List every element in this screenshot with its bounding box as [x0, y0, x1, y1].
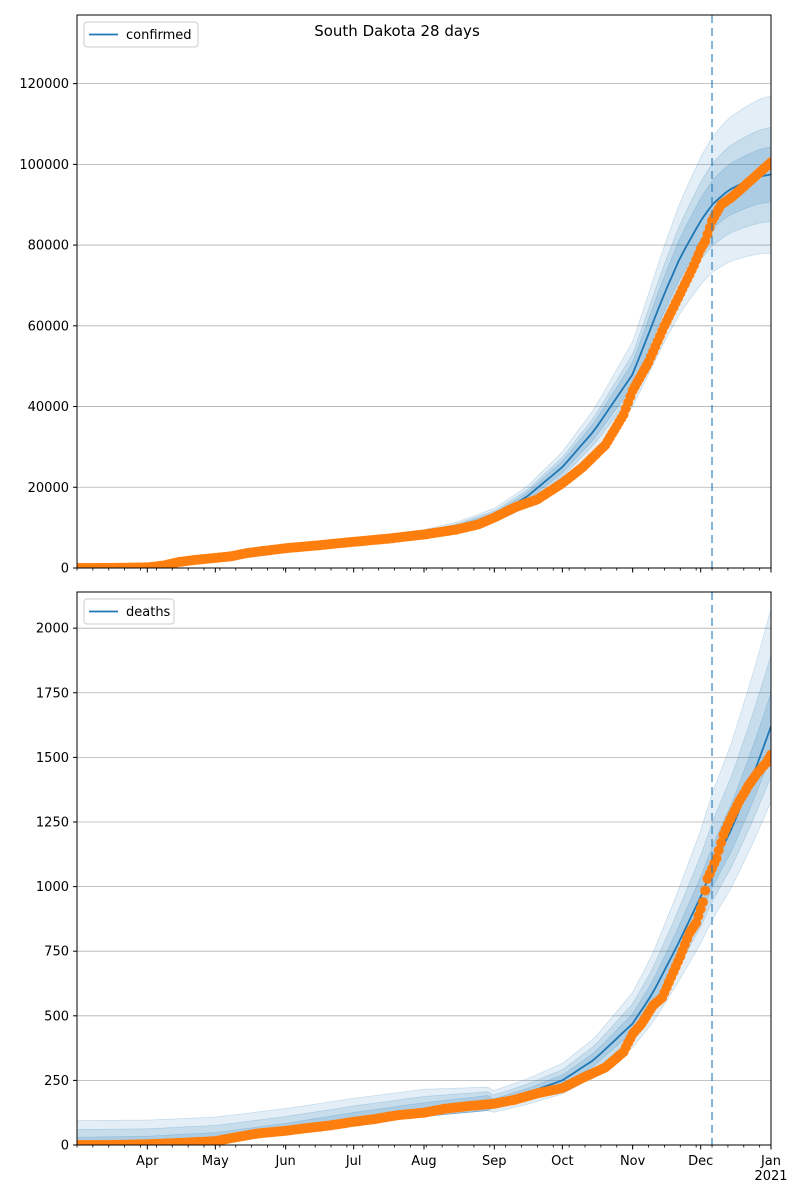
y-tick-label: 0	[61, 562, 69, 577]
y-tick-label: 80000	[28, 239, 69, 254]
x-tick-label: 2021	[754, 1169, 787, 1184]
figure-title: South Dakota 28 days	[314, 22, 480, 40]
y-tick-label: 1500	[36, 751, 69, 766]
legend-label: confirmed	[126, 28, 192, 43]
x-tick-label: Dec	[688, 1154, 713, 1169]
plot-area	[77, 609, 771, 1145]
x-tick-label: Jul	[345, 1154, 362, 1169]
y-tick-label: 500	[44, 1009, 69, 1024]
x-tick-label: Apr	[136, 1154, 159, 1169]
observed-point	[698, 897, 708, 908]
y-tick-label: 750	[44, 945, 69, 960]
x-tick-label: Sep	[482, 1154, 507, 1169]
uncertainty-band	[77, 146, 771, 568]
confirmed-panel: 0 20000 40000 60000 80000 100000 120000 confirm…	[19, 14, 772, 577]
uncertainty-band	[77, 609, 771, 1145]
plot-area	[77, 95, 771, 568]
observed-point	[716, 837, 727, 848]
x-tick-label: May	[202, 1154, 229, 1169]
y-tick-label: 40000	[28, 400, 69, 415]
observed-point	[713, 845, 724, 856]
x-tick-label: Oct	[551, 1154, 573, 1169]
model-line	[77, 173, 771, 568]
observed-point	[766, 749, 771, 760]
y-tick-label: 250	[44, 1074, 69, 1089]
x-tick-label: Aug	[411, 1154, 436, 1169]
y-tick-label: 100000	[19, 158, 69, 173]
legend-label: deaths	[126, 605, 171, 620]
y-tick-label: 20000	[28, 481, 69, 496]
x-tick-label: Jan	[760, 1154, 781, 1169]
y-tick-label: 1000	[36, 880, 69, 895]
y-tick-label: 60000	[28, 319, 69, 334]
observed-point	[711, 853, 722, 864]
axes-frame	[76, 591, 772, 1146]
uncertainty-band	[77, 655, 771, 1145]
y-tick-label: 1250	[36, 815, 69, 830]
y-tick-label: 0	[61, 1139, 69, 1154]
observed-point	[766, 157, 771, 168]
y-tick-label: 120000	[19, 77, 69, 92]
legend: confirmed	[83, 21, 199, 48]
legend: deaths	[83, 598, 175, 625]
uncertainty-band	[77, 126, 771, 568]
x-tick-label: Nov	[620, 1154, 646, 1169]
deaths-panel: 0 250 500 750 1000 1250 1500 1750 2000 Apr May Jun J…	[36, 591, 788, 1184]
observed-point	[700, 885, 711, 896]
y-tick-label: 1750	[36, 686, 69, 701]
x-tick-label: Jun	[274, 1154, 295, 1169]
y-tick-label: 2000	[36, 622, 69, 637]
